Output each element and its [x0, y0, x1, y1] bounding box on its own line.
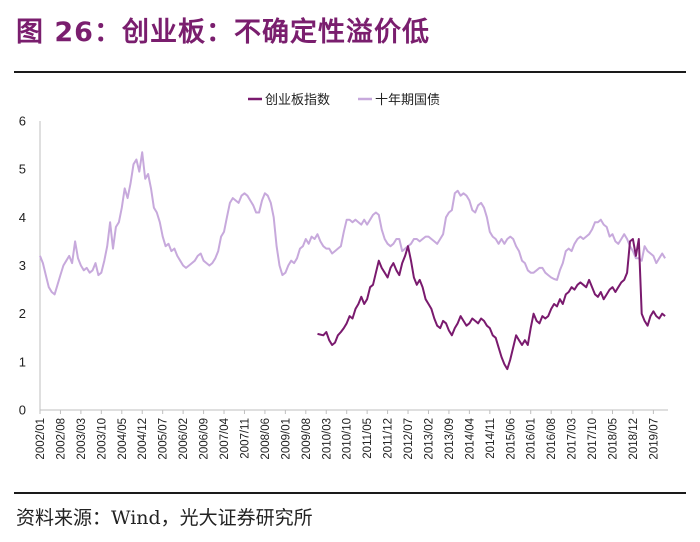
x-tick-label: 2002/01 — [35, 418, 47, 460]
x-tick-label: 2018/12 — [628, 418, 640, 460]
x-tick-label: 2010/03 — [321, 418, 333, 460]
x-tick-label: 2011/05 — [362, 418, 374, 459]
x-tick-label: 2014/04 — [464, 417, 476, 459]
x-tick-label: 2008/06 — [260, 418, 272, 460]
x-tick-label: 2007/11 — [239, 418, 251, 459]
legend-label-1: 十年期国债 — [375, 93, 440, 108]
x-tick-label: 2016/08 — [546, 418, 558, 460]
x-tick-label: 2006/09 — [199, 418, 211, 460]
y-tick-label: 1 — [19, 354, 26, 369]
figure-title: 图 26：创业板：不确定性溢价低 — [16, 17, 430, 48]
legend-label-0: 创业板指数 — [265, 93, 330, 108]
y-tick-label: 4 — [19, 210, 26, 225]
x-tick-label: 2011/12 — [383, 418, 395, 459]
x-tick-label: 2015/06 — [505, 418, 517, 460]
y-tick-label: 2 — [19, 306, 26, 321]
x-tick-label: 2003/03 — [76, 418, 88, 460]
x-tick-label: 2018/05 — [608, 418, 620, 460]
x-tick-label: 2004/12 — [137, 418, 149, 460]
x-tick-label: 2013/02 — [423, 418, 435, 460]
y-tick-label: 5 — [19, 162, 26, 177]
x-tick-label: 2005/07 — [158, 418, 170, 460]
x-tick-label: 2006/02 — [178, 418, 190, 460]
chart-lines — [39, 151, 666, 371]
y-tick-label: 6 — [19, 114, 26, 129]
series-line-1 — [39, 151, 666, 296]
x-tick-label: 2007/04 — [219, 417, 231, 459]
x-tick-label: 2009/01 — [280, 418, 292, 460]
x-tick-label: 2017/10 — [587, 418, 599, 460]
x-tick-label: 2016/01 — [526, 418, 538, 460]
x-tick-label: 2012/07 — [403, 418, 415, 460]
series-line-0 — [317, 238, 666, 371]
y-tick-label: 3 — [19, 258, 26, 273]
source-note: 资料来源：Wind，光大证券研究所 — [16, 507, 313, 529]
top-divider — [14, 71, 686, 73]
chart-legend: 创业板指数 十年期国债 — [248, 93, 440, 108]
bottom-divider — [14, 492, 686, 494]
x-tick-label: 2004/05 — [117, 418, 129, 460]
x-tick-label: 2009/08 — [301, 418, 313, 460]
x-tick-label: 2019/07 — [648, 418, 660, 460]
x-tick-label: 2010/10 — [342, 418, 354, 460]
y-tick-label: 0 — [19, 403, 26, 418]
x-tick-label: 2002/08 — [55, 418, 67, 460]
x-tick-label: 2003/10 — [96, 418, 108, 460]
x-tick-label: 2017/03 — [567, 418, 579, 460]
chart-axes: 0 1 2 3 4 5 6 2002/01 2002/08 2003/03 2003/10 2004/… — [19, 114, 668, 460]
x-tick-label: 2014/11 — [485, 418, 497, 459]
x-tick-label: 2013/09 — [444, 418, 456, 460]
